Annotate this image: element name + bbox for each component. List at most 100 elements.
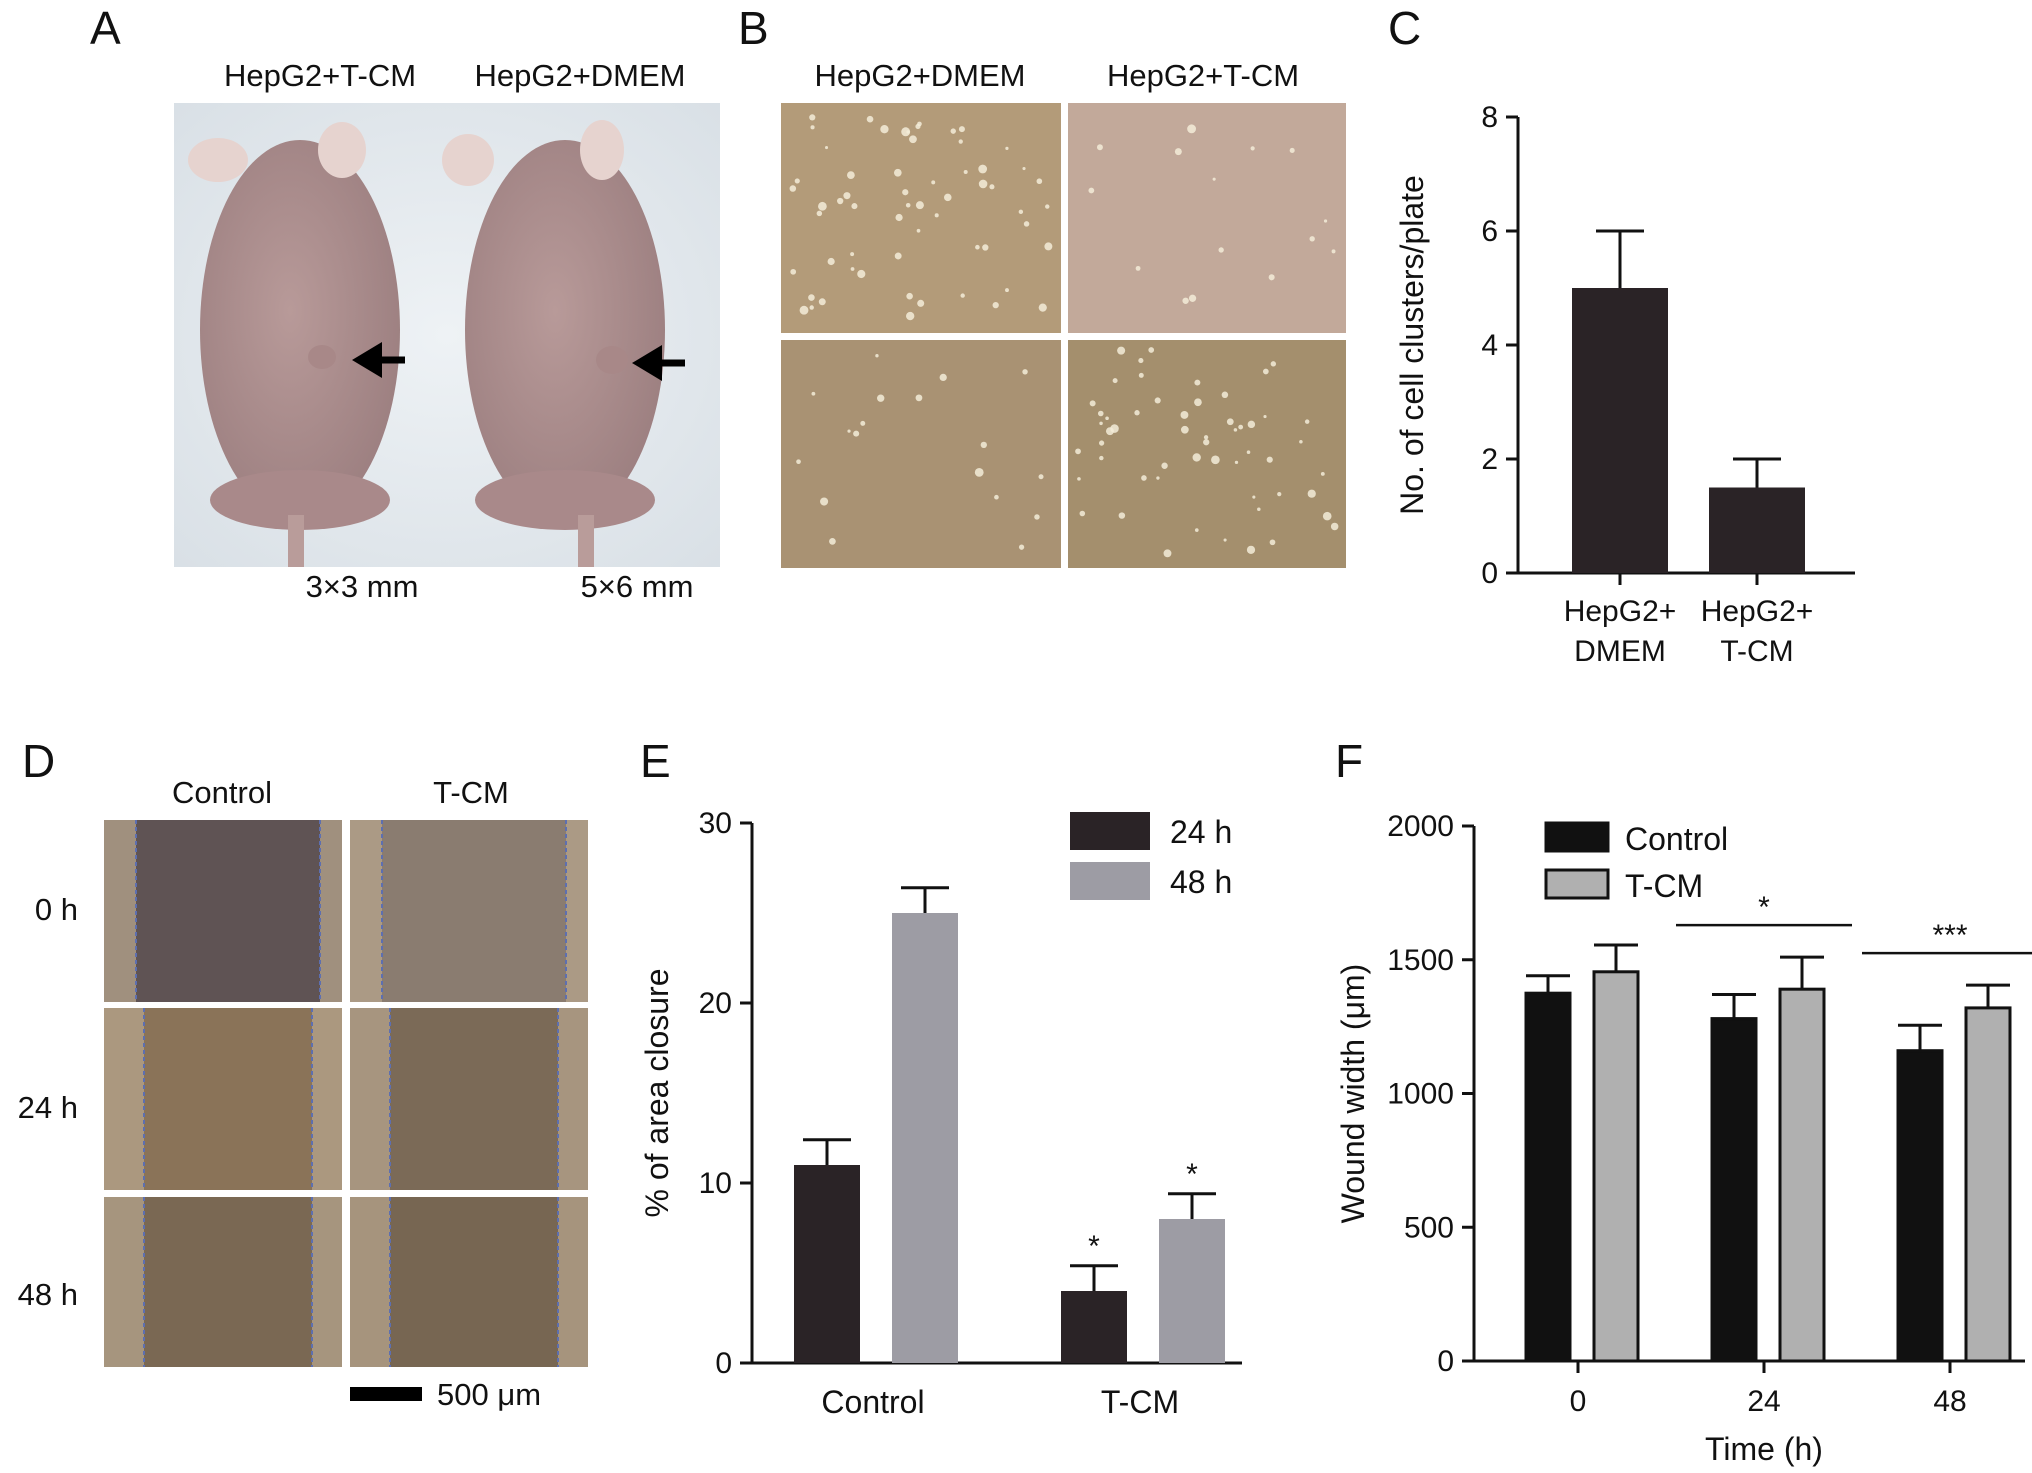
colony xyxy=(1192,453,1201,462)
y-tick-label: 10 xyxy=(699,1167,732,1200)
colony xyxy=(851,203,858,210)
colony xyxy=(875,354,879,358)
tumor-arrow-icon xyxy=(352,342,405,378)
colony xyxy=(893,168,902,177)
colony-image xyxy=(1068,103,1346,333)
colony xyxy=(1246,450,1251,454)
colony xyxy=(809,114,816,121)
x-tick-label: HepG2+ xyxy=(1701,595,1814,628)
bar xyxy=(1159,1219,1225,1363)
colony xyxy=(811,391,816,396)
colony xyxy=(1299,440,1303,444)
colony xyxy=(809,305,814,310)
colony xyxy=(818,298,826,306)
colony xyxy=(1180,425,1189,434)
colony xyxy=(1269,539,1276,546)
legend-label: T-CM xyxy=(1625,868,1703,904)
panel-d-row-label: 48 h xyxy=(18,1277,78,1312)
x-tick-label: HepG2+ xyxy=(1564,595,1677,628)
bar xyxy=(1896,1049,1944,1363)
cell-front xyxy=(104,820,136,1002)
wound-image xyxy=(104,820,342,1002)
y-axis-title: No. of cell clusters/plate xyxy=(1394,175,1430,515)
colony xyxy=(1211,455,1220,465)
colony xyxy=(1018,544,1025,550)
colony xyxy=(974,467,984,477)
colony xyxy=(1105,416,1109,421)
colony xyxy=(1022,166,1026,171)
colony xyxy=(1307,489,1316,498)
colony xyxy=(1099,421,1103,426)
cell-front xyxy=(312,1197,342,1367)
colony xyxy=(1034,514,1040,520)
colony xyxy=(906,311,915,321)
colony xyxy=(989,184,995,190)
colony xyxy=(1246,545,1256,554)
colony xyxy=(915,123,921,130)
colony xyxy=(1154,397,1161,404)
colony xyxy=(1161,462,1168,469)
colony xyxy=(1079,510,1086,517)
colony xyxy=(1005,288,1009,293)
panel-letter-c: C xyxy=(1388,2,1421,54)
colony xyxy=(1320,471,1325,476)
cell-front xyxy=(558,1008,588,1190)
panel-c: C 0 2 4 6 8 No. of cell clusters/plate HepG2+ D… xyxy=(1388,2,1855,668)
colony xyxy=(1044,242,1053,251)
x-axis-title: Time (h) xyxy=(1705,1431,1823,1467)
tumor-arrow-icon xyxy=(632,345,685,381)
y-tick-label: 2 xyxy=(1481,443,1498,476)
colony xyxy=(958,139,963,144)
colony xyxy=(975,244,980,250)
y-tick-label: 1000 xyxy=(1387,1078,1454,1111)
colony xyxy=(796,459,801,464)
colony xyxy=(1322,511,1332,521)
colony xyxy=(916,228,921,233)
colony xyxy=(1097,410,1104,417)
colony xyxy=(816,210,823,217)
panel-f: F 0 500 1000 1500 2000 Wound width (μm) 0 24 * 48… xyxy=(1335,735,2032,1467)
mouse-left xyxy=(188,122,400,567)
panel-b-column-label: HepG2+DMEM xyxy=(814,58,1025,93)
bar xyxy=(1710,1017,1758,1363)
bar xyxy=(1964,1006,2012,1363)
colony xyxy=(790,268,797,275)
y-tick-label: 30 xyxy=(699,807,732,840)
colony xyxy=(850,267,855,271)
colony xyxy=(994,494,999,500)
colony xyxy=(866,115,874,123)
colony xyxy=(1099,455,1104,461)
y-tick-label: 1500 xyxy=(1387,944,1454,977)
colony xyxy=(847,429,851,433)
colony xyxy=(1226,418,1234,426)
legend-swatch xyxy=(1070,812,1150,850)
colony xyxy=(1203,439,1210,446)
chart-f: 0 500 1000 1500 2000 Wound width (μm) 0 24 * 48 **… xyxy=(1335,810,2032,1467)
y-tick-label: 20 xyxy=(699,987,732,1020)
colony-image xyxy=(781,340,1061,568)
x-tick-label: Control xyxy=(821,1384,924,1420)
colony xyxy=(1096,144,1103,151)
y-tick-label: 0 xyxy=(715,1347,732,1380)
legend-swatch xyxy=(1070,862,1150,900)
x-tick-label: 24 xyxy=(1747,1385,1780,1418)
panel-d: D Control T-CM 0 h 24 h 48 h 500 μm xyxy=(18,735,588,1412)
wound-image xyxy=(350,820,588,1002)
colony xyxy=(1234,460,1239,465)
colony xyxy=(1138,372,1144,378)
colony xyxy=(827,257,835,266)
colony xyxy=(1089,400,1096,407)
panel-d-row-label: 0 h xyxy=(35,892,78,927)
colony xyxy=(963,169,968,174)
colony xyxy=(1194,398,1202,407)
colony xyxy=(1005,146,1009,151)
colony xyxy=(1036,178,1043,185)
x-tick-label: T-CM xyxy=(1720,635,1793,668)
colony xyxy=(847,171,855,180)
colony xyxy=(1112,378,1118,384)
cell-front xyxy=(350,820,382,1002)
colony xyxy=(1075,448,1081,455)
bar xyxy=(1778,987,1826,1363)
legend-label: 24 h xyxy=(1170,814,1232,850)
colony xyxy=(1194,528,1199,532)
